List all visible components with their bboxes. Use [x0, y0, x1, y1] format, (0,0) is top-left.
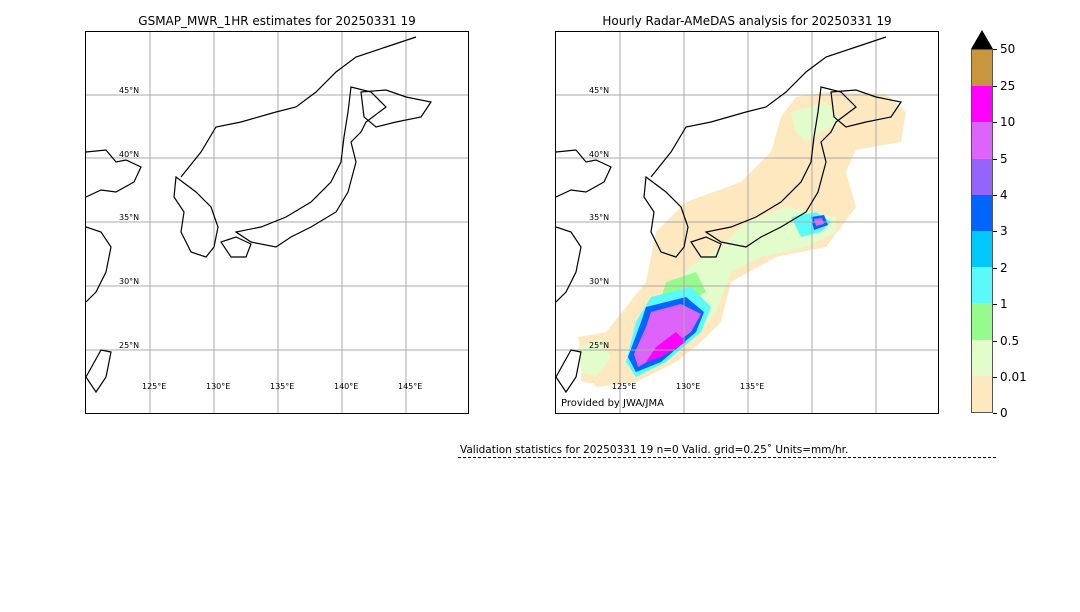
- colorbar-tick: 2: [993, 261, 1008, 275]
- colorbar-seg: [972, 122, 992, 159]
- left-map-graphic: [86, 32, 468, 413]
- colorbar-tick: 0: [993, 406, 1008, 420]
- colorbar-tick: 1: [993, 297, 1008, 311]
- lat-label-35: 35°N: [119, 213, 140, 222]
- colorbar-tick: 0.5: [993, 334, 1019, 348]
- colorbar-seg: [972, 230, 992, 268]
- colorbar-seg: [972, 158, 992, 195]
- left-panel-title: GSMAP_MWR_1HR estimates for 20250331 19: [138, 14, 416, 28]
- colorbar-tick: 10: [993, 115, 1015, 129]
- validation-statistics: Validation statistics for 20250331 19 n=…: [460, 444, 849, 456]
- lon-label-140: 140°E: [334, 382, 359, 391]
- lat-label-40: 40°N: [589, 150, 610, 159]
- right-panel-title: Hourly Radar-AMeDAS analysis for 2025033…: [602, 14, 892, 28]
- right-map-graphic: [556, 32, 938, 413]
- dashed-divider: [458, 457, 996, 458]
- colorbar-tick: 25: [993, 79, 1015, 93]
- colorbar: [971, 49, 993, 413]
- colorbar-tick: 0.01: [993, 370, 1027, 384]
- lon-label-125: 125°E: [142, 382, 167, 391]
- lat-label-35: 35°N: [589, 213, 610, 222]
- colorbar-seg: [972, 303, 992, 340]
- right-map-panel: 45°N 40°N 35°N 30°N 25°N 125°E 130°E 135…: [555, 31, 939, 414]
- lon-label-130: 130°E: [676, 382, 701, 391]
- lat-label-25: 25°N: [589, 341, 610, 350]
- lat-label-45: 45°N: [119, 86, 140, 95]
- lon-label-130: 130°E: [206, 382, 231, 391]
- colorbar-tick: 50: [993, 42, 1015, 56]
- left-map-panel: 45°N 40°N 35°N 30°N 25°N 125°E 130°E 135…: [85, 31, 469, 414]
- colorbar-seg: [972, 49, 992, 87]
- colorbar-tick: 4: [993, 188, 1008, 202]
- colorbar-extend-arrow: [971, 30, 993, 49]
- colorbar-seg: [972, 339, 992, 376]
- lat-label-40: 40°N: [119, 150, 140, 159]
- lon-label-145: 145°E: [398, 382, 423, 391]
- colorbar-tick: 3: [993, 224, 1008, 238]
- data-credit: Provided by JWA/JMA: [561, 398, 664, 409]
- lat-label-30: 30°N: [589, 277, 610, 286]
- lat-label-45: 45°N: [589, 86, 610, 95]
- colorbar-seg: [972, 375, 992, 412]
- lat-label-30: 30°N: [119, 277, 140, 286]
- lon-label-135: 135°E: [270, 382, 295, 391]
- colorbar-seg: [972, 267, 992, 304]
- colorbar-tick: 5: [993, 152, 1008, 166]
- colorbar-seg: [972, 194, 992, 231]
- lon-label-125: 125°E: [612, 382, 637, 391]
- colorbar-seg: [972, 86, 992, 123]
- lat-label-25: 25°N: [119, 341, 140, 350]
- lon-label-135: 135°E: [740, 382, 765, 391]
